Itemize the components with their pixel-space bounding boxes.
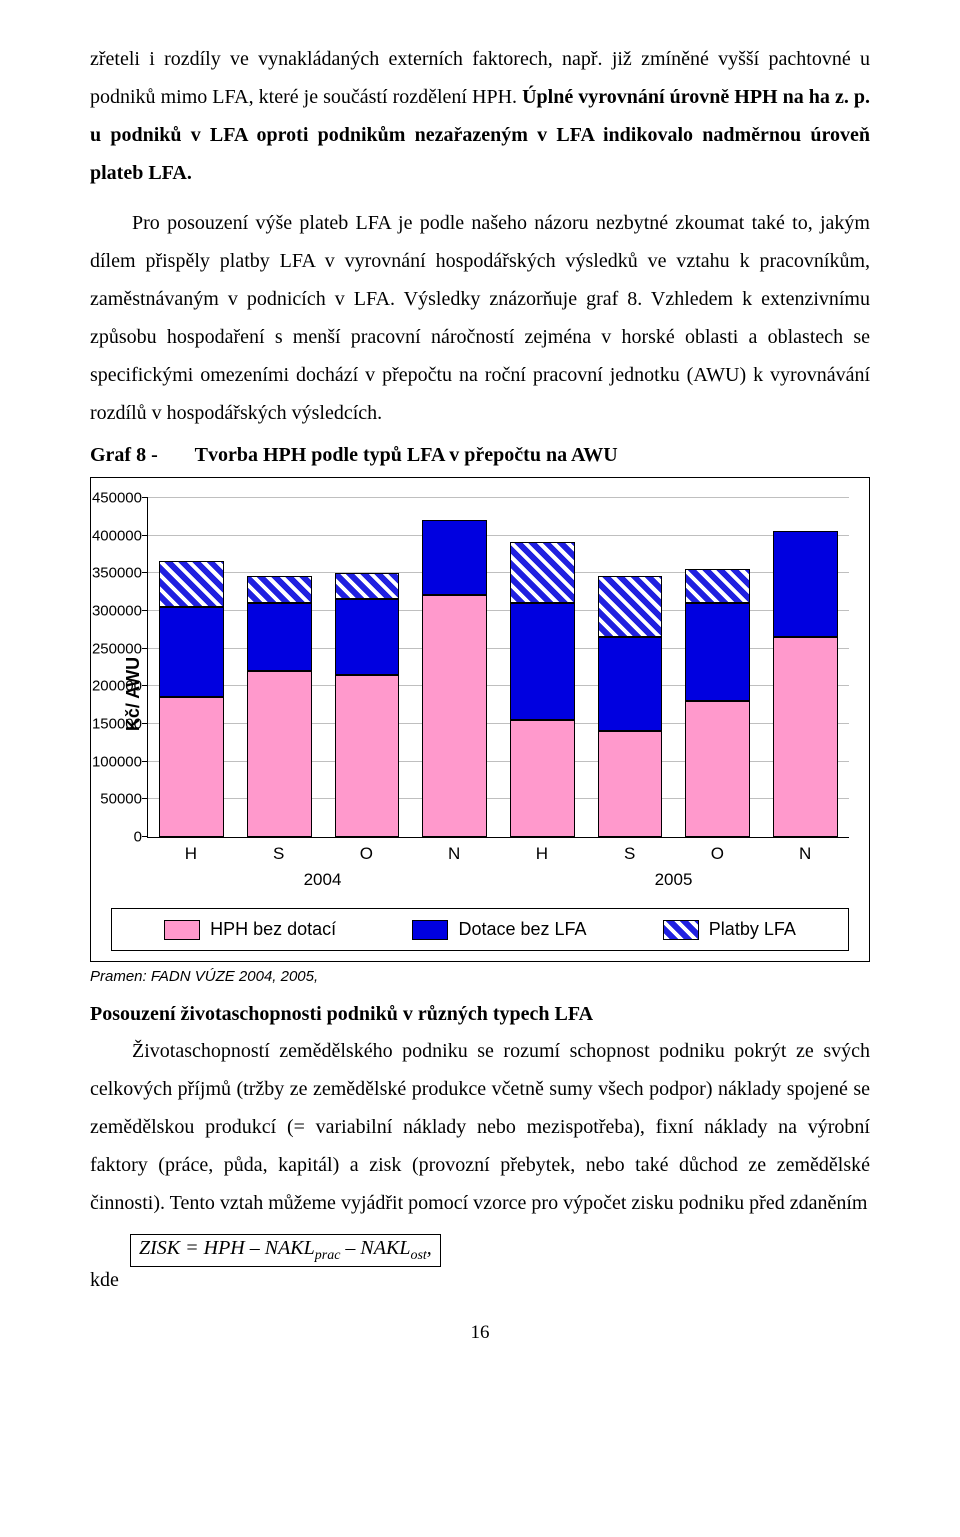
chart-legend: HPH bez dotací Dotace bez LFA Platby LFA: [111, 908, 849, 951]
x-tick-label: H: [498, 844, 586, 864]
legend-swatch-blue: [412, 920, 448, 940]
y-tick-label: 450000: [78, 490, 142, 507]
x-tick-label: O: [323, 844, 411, 864]
y-tick-label: 100000: [78, 753, 142, 770]
x-tick-label: S: [586, 844, 674, 864]
y-tick-label: 0: [78, 829, 142, 846]
paragraph-2: Pro posouzení výše plateb LFA je podle n…: [90, 204, 870, 432]
legend-item-hph: HPH bez dotací: [164, 919, 336, 940]
formula-row: ZISK = HPH – NAKLprac – NAKLost,: [90, 1234, 870, 1267]
chart-source: Pramen: FADN VÚZE 2004, 2005,: [90, 968, 870, 985]
year-label: 2004: [147, 870, 498, 890]
x-axis-categories: HSONHSON: [147, 844, 849, 864]
bar: [510, 542, 575, 837]
x-tick-label: N: [410, 844, 498, 864]
bar: [335, 573, 400, 837]
paragraph-1: zřeteli i rozdíly ve vynakládaných exter…: [90, 40, 870, 192]
y-tick-label: 50000: [78, 791, 142, 808]
chart-container: Kč/ AWU 05000010000015000020000025000030…: [90, 477, 870, 962]
paragraph-3: Životaschopností zemědělského podniku se…: [90, 1032, 870, 1222]
formula: ZISK = HPH – NAKLprac – NAKLost,: [130, 1234, 441, 1267]
kde: kde: [90, 1269, 870, 1292]
legend-swatch-hatch: [663, 920, 699, 940]
legend-label-hph: HPH bez dotací: [210, 919, 336, 940]
section-heading: Posouzení životaschopnosti podniků v růz…: [90, 1003, 870, 1026]
chart-plot-area: 0500001000001500002000002500003000003500…: [147, 498, 849, 838]
y-tick-label: 300000: [78, 603, 142, 620]
y-tick-label: 400000: [78, 527, 142, 544]
chart-caption: Graf 8 - Tvorba HPH podle typů LFA v pře…: [90, 444, 870, 467]
y-tick-label: 150000: [78, 716, 142, 733]
bar: [685, 569, 750, 837]
y-tick-label: 350000: [78, 565, 142, 582]
bar: [422, 520, 487, 837]
x-tick-label: O: [674, 844, 762, 864]
legend-swatch-pink: [164, 920, 200, 940]
bar: [159, 561, 224, 837]
legend-item-dotace: Dotace bez LFA: [412, 919, 586, 940]
x-tick-label: H: [147, 844, 235, 864]
graf-title: Tvorba HPH podle typů LFA v přepočtu na …: [195, 444, 618, 466]
y-tick-label: 200000: [78, 678, 142, 695]
bar: [598, 576, 663, 837]
x-axis-years: 20042005: [147, 870, 849, 890]
legend-item-lfa: Platby LFA: [663, 919, 796, 940]
year-label: 2005: [498, 870, 849, 890]
legend-label-lfa: Platby LFA: [709, 919, 796, 940]
page-number: 16: [90, 1322, 870, 1344]
y-tick-label: 250000: [78, 640, 142, 657]
legend-label-dotace: Dotace bez LFA: [458, 919, 586, 940]
x-tick-label: S: [235, 844, 323, 864]
page: zřeteli i rozdíly ve vynakládaných exter…: [0, 0, 960, 1404]
bar: [247, 576, 312, 837]
x-tick-label: N: [761, 844, 849, 864]
bar: [773, 531, 838, 837]
graf-number: Graf 8 -: [90, 444, 190, 467]
